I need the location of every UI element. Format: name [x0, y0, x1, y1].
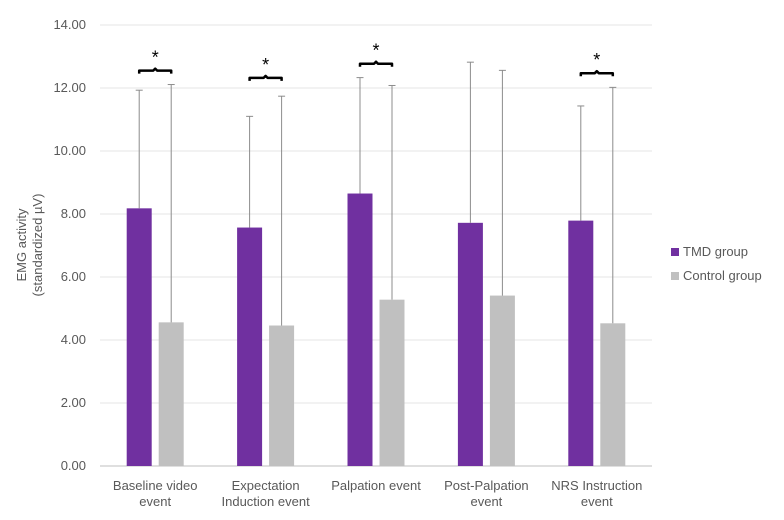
y-tick-label: 6.00 [61, 269, 86, 284]
error-bars [135, 61, 617, 326]
legend: TMD group Control group [671, 244, 762, 283]
x-category-label-line: event [470, 494, 502, 509]
y-axis-title-line: (standardized µV) [30, 194, 45, 297]
x-category-label-line: Induction event [222, 494, 311, 509]
x-category-label-line: event [139, 494, 171, 509]
bar [489, 295, 515, 466]
x-category-label: Post-Palpation event [444, 478, 529, 509]
x-category-label-line: Baseline video [113, 478, 198, 493]
gridlines [100, 24, 652, 467]
legend-label: TMD group [683, 244, 748, 259]
x-category-label: Expectation Induction event [222, 478, 311, 509]
y-tick-label: 10.00 [53, 143, 86, 158]
x-category-label: Palpation event [331, 478, 421, 493]
significance-star: * [262, 55, 269, 75]
x-category-label-line: Expectation [232, 478, 300, 493]
significance-markers: * * * * [137, 41, 615, 81]
bar [568, 220, 594, 466]
y-tick-label: 14.00 [53, 17, 86, 32]
bar [347, 193, 373, 466]
y-axis-title-line: EMG activity [14, 208, 29, 281]
y-axis-title: EMG activity(standardized µV) [14, 194, 45, 297]
significance-bracket [137, 67, 173, 74]
y-tick-label: 0.00 [61, 458, 86, 473]
y-tick-label: 12.00 [53, 80, 86, 95]
x-category-label-line: Palpation event [331, 478, 421, 493]
bar [126, 208, 152, 466]
bars [126, 193, 626, 466]
y-tick-label: 4.00 [61, 332, 86, 347]
x-category-label: NRS Instruction event [551, 478, 642, 509]
y-axis-label: EMG activity(standardized µV) [14, 194, 45, 297]
bar [158, 322, 184, 466]
x-category-label: Baseline video event [113, 478, 198, 509]
y-tick-label: 2.00 [61, 395, 86, 410]
x-category-label-line: NRS Instruction [551, 478, 642, 493]
significance-bracket [579, 69, 615, 77]
legend-label: Control group [683, 268, 762, 283]
legend-swatch [671, 248, 679, 256]
bar [237, 227, 263, 466]
significance-bracket [358, 60, 394, 67]
legend-swatch [671, 272, 679, 280]
significance-star: * [152, 48, 159, 68]
y-axis-tick-labels: 0.00 2.00 4.00 6.00 8.00 10.00 12.00 14.00 [53, 17, 86, 473]
bar [269, 325, 295, 466]
significance-bracket [248, 74, 283, 81]
bar [379, 299, 405, 466]
significance-star: * [372, 41, 379, 61]
x-category-label-line: event [581, 494, 613, 509]
y-tick-label: 8.00 [61, 206, 86, 221]
bar [600, 323, 626, 466]
x-category-label-line: Post-Palpation [444, 478, 529, 493]
significance-star: * [593, 50, 600, 70]
bar [457, 222, 483, 466]
